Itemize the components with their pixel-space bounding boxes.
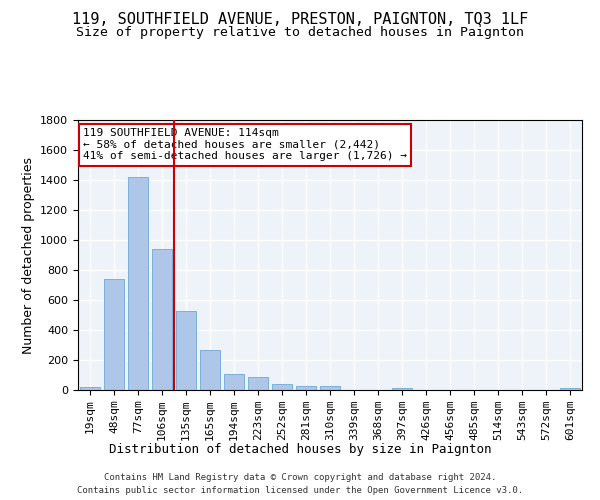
Bar — [272, 384, 292, 390]
Bar — [224, 374, 244, 390]
Bar — [128, 177, 148, 390]
Bar — [200, 350, 220, 390]
Bar — [320, 386, 340, 390]
Bar — [80, 386, 100, 390]
Bar — [248, 376, 268, 390]
Y-axis label: Number of detached properties: Number of detached properties — [22, 156, 35, 354]
Bar — [104, 279, 124, 390]
Text: Size of property relative to detached houses in Paignton: Size of property relative to detached ho… — [76, 26, 524, 39]
Text: 119 SOUTHFIELD AVENUE: 114sqm
← 58% of detached houses are smaller (2,442)
41% o: 119 SOUTHFIELD AVENUE: 114sqm ← 58% of d… — [83, 128, 407, 162]
Bar — [392, 388, 412, 390]
Text: Contains HM Land Registry data © Crown copyright and database right 2024.: Contains HM Land Registry data © Crown c… — [104, 472, 496, 482]
Bar — [560, 388, 580, 390]
Bar — [152, 249, 172, 390]
Bar — [296, 386, 316, 390]
Bar — [176, 310, 196, 390]
Text: 119, SOUTHFIELD AVENUE, PRESTON, PAIGNTON, TQ3 1LF: 119, SOUTHFIELD AVENUE, PRESTON, PAIGNTO… — [72, 12, 528, 28]
Text: Contains public sector information licensed under the Open Government Licence v3: Contains public sector information licen… — [77, 486, 523, 495]
Text: Distribution of detached houses by size in Paignton: Distribution of detached houses by size … — [109, 442, 491, 456]
